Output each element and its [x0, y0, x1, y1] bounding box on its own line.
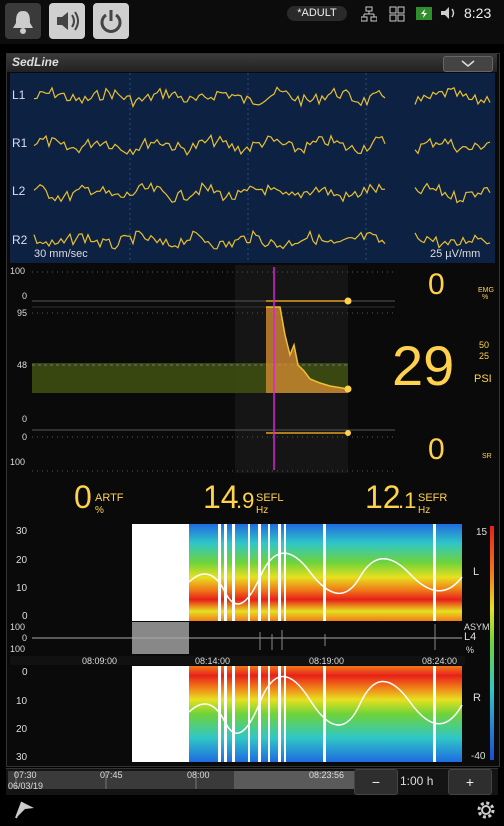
timeline-start-time: 07:30 — [14, 770, 37, 780]
timeline-window — [234, 771, 354, 789]
asym-tick-100-bot: 100 — [10, 644, 26, 654]
eeg-channel-l1: L1 — [12, 88, 26, 102]
settings-gear-icon[interactable] — [474, 798, 498, 822]
event-flag-icon[interactable] — [12, 798, 36, 822]
eeg-trace — [33, 229, 386, 250]
power-button[interactable] — [93, 3, 129, 39]
dsa-scale-bottom: -40 — [471, 751, 486, 762]
sefr-value-int: 12 — [365, 479, 401, 515]
power-icon — [100, 10, 122, 33]
sefl-value-int: 14 — [203, 479, 239, 515]
alarm-bell-button[interactable] — [5, 3, 41, 39]
eeg-channel-r2: R2 — [12, 233, 28, 247]
timeline-mark-0800: 08:00 — [187, 770, 210, 780]
chevron-down-icon — [461, 60, 475, 67]
sr-tick-100: 100 — [10, 457, 26, 467]
speaker-icon — [57, 11, 79, 31]
eeg-trace — [414, 182, 491, 204]
volume-icon[interactable] — [440, 5, 458, 21]
eeg-scale: 25 µV/mm — [430, 248, 481, 260]
patient-mode-badge[interactable]: *ADULT — [287, 6, 347, 21]
sefr-value-dec: .1 — [398, 488, 417, 513]
artf-value: 0 — [74, 479, 92, 515]
eeg-trace — [414, 137, 491, 155]
timeline-mark-current: 08:23:56 — [309, 770, 345, 780]
trend-graphs — [32, 265, 395, 473]
psi-lower-limit: 25 — [479, 351, 490, 361]
dsa-label-r: R — [473, 692, 481, 704]
timeline-track[interactable] — [6, 768, 366, 794]
asym-tick-0: 0 — [22, 633, 28, 643]
dsa-time-2: 08:19:00 — [309, 656, 345, 666]
asym-unit: % — [466, 645, 475, 655]
psi-tick-0: 0 — [22, 414, 28, 424]
dsa-r-tick-0: 0 — [22, 667, 28, 678]
asym-tick-100-top: 100 — [10, 622, 26, 632]
emg-tick-0: 0 — [22, 291, 28, 301]
artf-unit: % — [95, 505, 104, 516]
dsa-spectrogram — [10, 524, 494, 762]
dsa-time-3: 08:24:00 — [422, 656, 458, 666]
zoom-in-button[interactable]: + — [448, 769, 492, 795]
bell-icon — [13, 11, 33, 34]
artf-label: ARTF — [95, 492, 124, 504]
emg-percent: % — [482, 294, 489, 301]
dsa-l-tick-0: 0 — [22, 611, 28, 622]
eeg-channel-l2: L2 — [12, 184, 26, 198]
eeg-trace — [414, 232, 491, 249]
timeline-start-date: 06/03/19 — [8, 781, 44, 791]
dsa-r-tick-30: 30 — [16, 752, 28, 763]
emg-value: 0 — [428, 268, 445, 301]
sr-value: 0 — [428, 433, 445, 466]
time-window-label: 1:00 h — [400, 774, 434, 788]
sefl-unit: Hz — [256, 505, 269, 516]
clock: 8:23 — [464, 5, 492, 21]
panel-title: SedLine — [12, 55, 59, 69]
psi-upper-limit: 50 — [479, 340, 490, 350]
dsa-r-tick-10: 10 — [16, 696, 28, 707]
sefl-value-dec: .9 — [236, 488, 255, 513]
eeg-trace — [414, 86, 491, 106]
eeg-trace — [33, 134, 386, 157]
eeg-waveforms — [33, 73, 491, 263]
dsa-time-0: 08:09:00 — [82, 656, 118, 666]
dsa-label-l: L — [473, 566, 480, 578]
audio-button[interactable] — [49, 3, 85, 39]
dsa-l-tick-30: 30 — [16, 526, 28, 537]
sr-unit: SR — [482, 453, 492, 460]
eeg-trace — [33, 86, 386, 109]
battery-icon — [416, 7, 432, 20]
dsa-l-tick-20: 20 — [16, 555, 28, 566]
emg-tick-100: 100 — [10, 266, 26, 276]
dsa-r-tick-20: 20 — [16, 724, 28, 735]
psi-tick-95: 95 — [17, 308, 28, 318]
eeg-trace — [33, 181, 386, 203]
dsa-scale-top: 15 — [476, 527, 488, 538]
sr-tick-0: 0 — [22, 432, 28, 442]
asym-label: ASYM — [464, 622, 490, 632]
eeg-speed: 30 mm/sec — [34, 248, 88, 260]
sefl-label: SEFL — [256, 492, 284, 504]
collapse-button[interactable] — [443, 56, 493, 72]
network-icon — [361, 6, 377, 22]
dsa-time-1: 08:14:00 — [195, 656, 231, 666]
asym-channel: L4 — [464, 631, 477, 643]
eeg-channel-r1: R1 — [12, 136, 28, 150]
timeline-mark-0745: 07:45 — [100, 770, 123, 780]
sefr-label: SEFR — [418, 492, 448, 504]
psi-label: PSI — [474, 373, 492, 385]
zoom-out-button[interactable]: − — [354, 769, 398, 795]
grid-layout-icon[interactable] — [389, 6, 405, 22]
psi-tick-48: 48 — [17, 360, 28, 370]
dsa-l-tick-10: 10 — [16, 583, 28, 594]
panel-header — [7, 54, 497, 72]
emg-unit: EMG — [478, 287, 494, 294]
psi-value: 29 — [392, 334, 455, 397]
sefr-unit: Hz — [418, 505, 431, 516]
